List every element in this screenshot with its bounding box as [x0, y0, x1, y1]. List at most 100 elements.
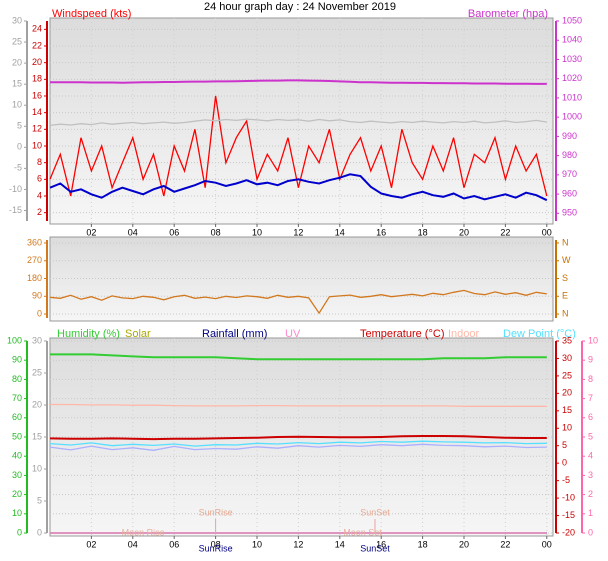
x-tick-label: 12 [293, 227, 303, 237]
y-tick-label: 960 [562, 188, 577, 198]
y-tick-label: 5 [562, 440, 567, 450]
event-axis-label: SunRise [199, 543, 233, 553]
y-tick-label: N [562, 308, 569, 318]
y-tick-label: -10 [562, 492, 575, 502]
x-tick-label: 00 [542, 227, 552, 237]
y-tick-label: 20 [12, 57, 22, 67]
y-tick-label: 50 [12, 431, 22, 441]
event-label: SunSet [360, 507, 390, 517]
series-line [49, 118, 547, 127]
y-tick-label: 20 [32, 399, 42, 409]
y-tick-label: 20 [32, 57, 42, 67]
y-tick-label: 25 [562, 370, 572, 380]
legend-entry: Windspeed (kts) [52, 8, 131, 20]
x-tick-label: 14 [335, 539, 345, 549]
legend-entry: Rainfall (mm) [202, 328, 267, 340]
y-tick-label: 5 [588, 431, 593, 441]
x-tick-label: 16 [376, 539, 386, 549]
y-tick-label: 980 [562, 150, 577, 160]
series-line [49, 173, 548, 202]
y-tick-label: 1 [588, 508, 593, 518]
x-tick-label: 08 [211, 539, 221, 549]
y-tick-label: 12 [32, 124, 42, 134]
y-tick-label: 1010 [562, 92, 582, 102]
series-line [49, 289, 547, 315]
y-tick-label: E [562, 291, 568, 301]
x-tick-label: 00 [542, 539, 552, 549]
y-tick-label: 1040 [562, 35, 582, 45]
y-tick-label: 18 [32, 74, 42, 84]
y-tick-label: 8 [37, 157, 42, 167]
y-tick-label: W [562, 255, 571, 265]
y-tick-label: 1000 [562, 112, 582, 122]
x-tick-label: 18 [418, 227, 428, 237]
x-tick-label: 22 [500, 539, 510, 549]
y-tick-label: 990 [562, 131, 577, 141]
event-axis-label: SunSet [360, 543, 390, 553]
legend-entry: Humidity (%) [57, 328, 120, 340]
legend-entry: Indoor [448, 328, 480, 340]
y-tick-label: -20 [562, 527, 575, 537]
y-tick-label: 90 [32, 291, 42, 301]
series-line [50, 403, 547, 407]
y-tick-label: 0 [17, 527, 22, 537]
legend-entry: Temperature (°C) [360, 328, 444, 340]
y-tick-label: 180 [27, 273, 42, 283]
series-line [50, 79, 547, 85]
x-tick-label: 08 [211, 227, 221, 237]
y-tick-label: 7 [588, 393, 593, 403]
y-tick-label: 15 [32, 431, 42, 441]
y-tick-label: 30 [562, 353, 572, 363]
plot-area [49, 17, 554, 225]
y-tick-label: 0 [17, 142, 22, 152]
series-line [49, 435, 547, 441]
y-tick-label: 950 [562, 208, 577, 218]
legend-entry: Barometer (hpa) [468, 8, 548, 20]
y-tick-label: 1020 [562, 73, 582, 83]
x-tick-label: 20 [459, 539, 469, 549]
y-tick-label: 70 [12, 393, 22, 403]
y-tick-label: 10 [12, 100, 22, 110]
x-tick-label: 10 [252, 227, 262, 237]
x-tick-label: 04 [128, 539, 138, 549]
y-tick-label: 40 [12, 451, 22, 461]
y-tick-label: 1030 [562, 54, 582, 64]
y-tick-label: 970 [562, 169, 577, 179]
y-tick-label: 24 [32, 24, 42, 34]
y-tick-label: 2 [588, 489, 593, 499]
moon-label: Moon Set [343, 527, 382, 537]
series-line [49, 443, 547, 451]
y-tick-label: 4 [588, 451, 593, 461]
series-line [50, 353, 547, 361]
y-tick-label: 30 [32, 335, 42, 345]
y-tick-label: 5 [17, 121, 22, 131]
y-tick-label: 20 [12, 489, 22, 499]
series-line [49, 95, 548, 197]
x-tick-label: 20 [459, 227, 469, 237]
y-tick-label: 60 [12, 412, 22, 422]
y-tick-label: 80 [12, 374, 22, 384]
y-tick-label: 6 [588, 412, 593, 422]
x-tick-label: 16 [376, 227, 386, 237]
y-tick-label: 100 [7, 335, 22, 345]
y-tick-label: 0 [37, 308, 42, 318]
x-tick-label: 02 [86, 539, 96, 549]
y-tick-label: 20 [562, 388, 572, 398]
y-tick-label: 25 [12, 36, 22, 46]
y-tick-label: 90 [12, 355, 22, 365]
y-tick-label: -5 [14, 163, 22, 173]
y-tick-label: 1050 [562, 15, 582, 25]
plot-area [49, 236, 554, 322]
x-tick-label: 06 [169, 539, 179, 549]
x-tick-label: 06 [169, 227, 179, 237]
x-tick-label: 02 [86, 227, 96, 237]
x-tick-label: 22 [500, 227, 510, 237]
y-tick-label: 0 [37, 527, 42, 537]
y-tick-label: 0 [562, 458, 567, 468]
y-tick-label: 15 [562, 405, 572, 415]
y-tick-label: N [562, 237, 569, 247]
y-tick-label: 10 [562, 423, 572, 433]
event-label: SunRise [199, 507, 233, 517]
y-tick-label: 8 [588, 374, 593, 384]
y-tick-label: 9 [588, 355, 593, 365]
